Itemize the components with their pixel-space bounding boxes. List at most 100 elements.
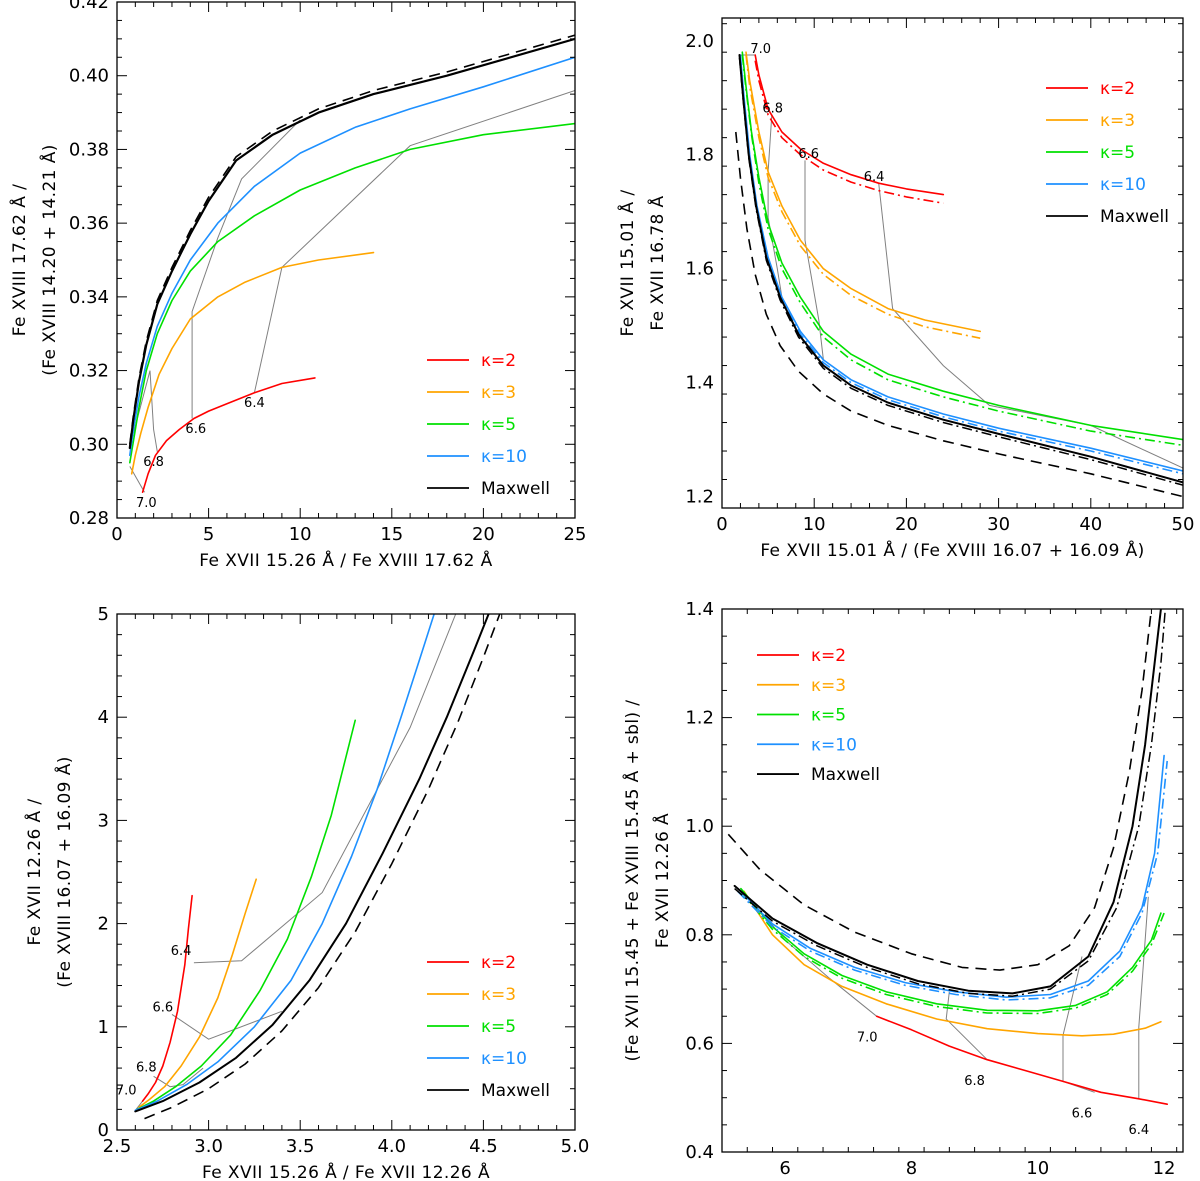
temperature-label: 6.4	[864, 170, 885, 185]
panel4-legend: κ=2 κ=3 κ=5 κ=10 Maxwell	[757, 646, 880, 785]
temperature-label: 6.6	[152, 1001, 173, 1016]
series-line-maxwell-dashed	[144, 614, 501, 1120]
legend-label-kappa10: κ=10	[481, 447, 527, 467]
series-line--10	[129, 56, 575, 457]
x-axis-title: Fe XVII 15.26 Å / Fe XVII 12.26 Å	[202, 1161, 490, 1181]
temperature-label: 6.8	[136, 1061, 157, 1076]
legend-label-kappa10: κ=10	[811, 735, 857, 755]
x-tick-label: 25	[564, 524, 587, 545]
x-tick-label: 0	[716, 514, 727, 535]
y-tick-label: 0.36	[69, 213, 109, 234]
series-line-maxwell-dashed	[129, 34, 575, 445]
temperature-label: 6.8	[762, 102, 783, 117]
isotherm-line-6.8	[767, 114, 783, 298]
legend-label-maxwell: Maxwell	[811, 765, 880, 785]
panel4-frame	[721, 608, 1184, 1153]
x-tick-label: 5	[203, 524, 214, 545]
panel3-chart: 7.0 6.8 6.6 6.4 2.5 3.0 3.5 4.0 4.5 5.0 0 1 2 3 4 5 Fe X…	[23, 604, 589, 1181]
series-line--5-dashdot	[741, 54, 1183, 447]
y-tick-label: 0.38	[69, 139, 109, 160]
temperature-label: 6.8	[964, 1074, 985, 1089]
series-line--5	[740, 887, 1162, 1012]
series-line--5-dashdot	[740, 890, 1165, 1015]
temperature-label: 7.0	[116, 1083, 137, 1098]
series-line-maxwell-dashdot	[738, 57, 1183, 486]
x-tick-label: 3.0	[194, 1136, 223, 1157]
y-tick-label: 4	[98, 707, 109, 728]
series-line-maxwell	[128, 37, 575, 450]
y-tick-label: 2.0	[685, 31, 714, 52]
isotherm-line-6.6	[1062, 956, 1095, 1093]
y-tick-label: 0.4	[685, 1142, 714, 1163]
isotherm-line-6.6	[171, 1010, 283, 1040]
y-tick-label: 0.6	[685, 1033, 714, 1054]
series-line--2	[875, 1015, 1168, 1105]
x-tick-label: 5.0	[561, 1136, 590, 1157]
x-tick-label: 6	[779, 1158, 790, 1179]
legend-label-kappa3: κ=3	[481, 985, 516, 1005]
panel2-frame	[721, 17, 1184, 509]
x-tick-label: 8	[906, 1158, 917, 1179]
legend-label-kappa5: κ=5	[811, 706, 846, 726]
series-line--3	[745, 51, 981, 333]
series-line--2	[141, 894, 193, 1102]
y-axis-title-line: Fe XVII 12.26 Å	[651, 813, 673, 948]
x-tick-label: 50	[1172, 514, 1195, 535]
series-line--2-dashdot	[754, 60, 944, 204]
y-tick-label: 1.2	[685, 487, 714, 508]
y-tick-label: 1.2	[685, 708, 714, 729]
temperature-label: 7.0	[857, 1030, 878, 1045]
isotherm-line-6.4	[193, 614, 457, 964]
isotherm-line-6.8	[945, 991, 988, 1061]
series-line--3	[130, 251, 375, 475]
x-tick-label: 4.5	[469, 1136, 498, 1157]
x-tick-label: 3.5	[286, 1136, 315, 1157]
isotherm-line-6.4	[1138, 896, 1149, 1099]
temperature-label: 7.0	[136, 496, 157, 511]
x-tick-label: 15	[380, 524, 403, 545]
series-line--5	[129, 122, 575, 464]
legend-label-maxwell: Maxwell	[481, 479, 550, 499]
y-tick-label: 5	[98, 604, 109, 625]
legend-label-maxwell: Maxwell	[481, 1081, 550, 1101]
legend-label-kappa2: κ=2	[481, 953, 516, 973]
y-tick-label: 0.40	[69, 66, 109, 87]
series-line--3	[743, 890, 1162, 1037]
temperature-label: 6.4	[171, 944, 192, 959]
x-tick-label: 4.0	[377, 1136, 406, 1157]
panel3-frame	[116, 613, 576, 1131]
temperature-label: 6.4	[1128, 1123, 1149, 1138]
legend-label-kappa5: κ=5	[1100, 143, 1135, 163]
x-tick-label: 10	[289, 524, 312, 545]
legend-label-kappa3: κ=3	[481, 383, 516, 403]
x-axis-title: Fe XVII 15.26 Å / Fe XVIII 17.62 Å	[199, 549, 492, 571]
series-line-maxwell-dashed	[727, 609, 1153, 971]
y-tick-label: 1.4	[685, 599, 714, 620]
legend-label-kappa2: κ=2	[1100, 79, 1135, 99]
isotherm-line-6.4	[253, 90, 575, 393]
x-tick-label: 10	[1026, 1158, 1049, 1179]
series-line--10	[737, 754, 1165, 998]
panel1-data-area	[128, 34, 575, 493]
legend-label-kappa10: κ=10	[481, 1049, 527, 1069]
x-tick-label: 20	[472, 524, 495, 545]
series-line--2	[141, 377, 316, 493]
y-axis-title-line: (Fe XVIII 16.07 + 16.09 Å)	[53, 756, 75, 988]
y-tick-label: 1.8	[685, 145, 714, 166]
temperature-label: 6.6	[798, 147, 819, 162]
legend-label-kappa3: κ=3	[1100, 111, 1135, 131]
x-axis-title: Fe XVII 15.01 Å / (Fe XVIII 16.07 + 16.0…	[760, 539, 1144, 561]
y-axis-title-line: (Fe XVIII 14.20 + 14.21 Å)	[38, 144, 60, 376]
panel1-chart: 7.0 6.8 6.6 6.4 0 5 10 15 20 25 0.28 0.30 0.32 0.34 0.…	[8, 0, 586, 571]
y-tick-label: 0.28	[69, 508, 109, 529]
y-axis-title-line: Fe XVII 16.78 Å	[646, 195, 668, 330]
temperature-label: 7.0	[750, 42, 771, 57]
y-tick-label: 1	[98, 1017, 109, 1038]
panel4-chart: 7.0 6.8 6.6 6.4 6 8 10 12 0.4 0.6 0.8 1.0 1.2 1.4 Fe X…	[621, 599, 1184, 1179]
y-tick-label: 1.0	[685, 816, 714, 837]
x-tick-label: 12	[1153, 1158, 1176, 1179]
series-line-maxwell	[733, 609, 1162, 995]
panel3-data-area	[134, 614, 501, 1120]
x-tick-label: 2.5	[103, 1136, 132, 1157]
